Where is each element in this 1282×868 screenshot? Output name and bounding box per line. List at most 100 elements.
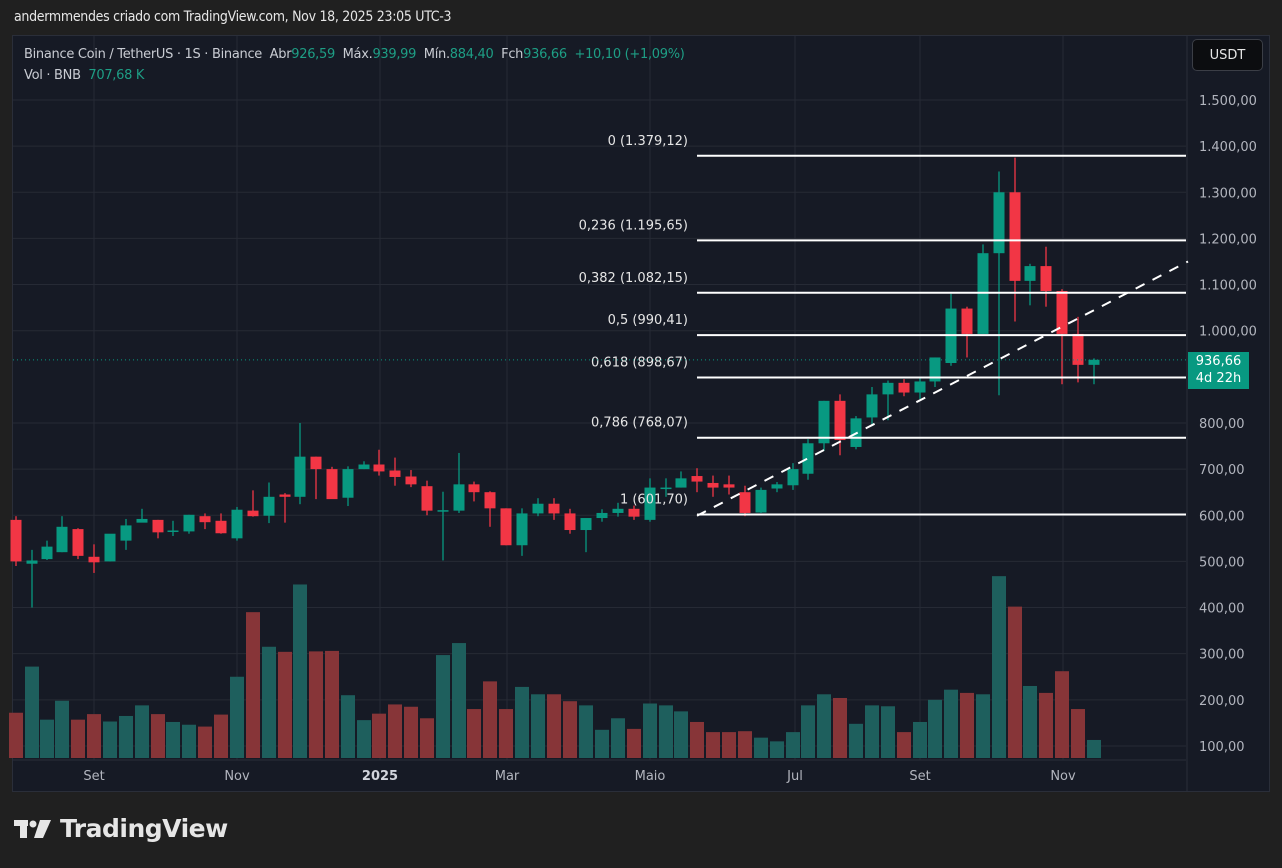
candle[interactable] [500, 508, 512, 546]
candle[interactable] [993, 171, 1005, 396]
trend-line[interactable] [696, 260, 1189, 517]
y-axis-label: 100,00 [1199, 740, 1245, 755]
candle[interactable] [723, 475, 735, 495]
candle[interactable] [247, 490, 259, 517]
volume-bar [833, 697, 847, 758]
candle[interactable] [532, 498, 544, 517]
candle[interactable] [468, 481, 480, 502]
candle[interactable] [26, 549, 38, 608]
candle[interactable] [802, 439, 814, 480]
candle[interactable] [199, 513, 211, 530]
volume-bar [25, 666, 39, 758]
y-axis-label: 300,00 [1199, 648, 1245, 663]
volume-bar [436, 655, 450, 758]
candle[interactable] [644, 478, 656, 522]
candle[interactable] [660, 478, 672, 497]
candle[interactable] [326, 466, 338, 500]
candle[interactable] [215, 513, 227, 534]
candle[interactable] [1072, 316, 1084, 383]
symbol-title[interactable]: Binance Coin / TetherUS · 1S · Binance [24, 47, 262, 62]
candle[interactable] [707, 475, 719, 497]
candle[interactable] [612, 502, 624, 517]
candle[interactable] [516, 508, 528, 556]
candle[interactable] [10, 516, 22, 567]
candle[interactable] [755, 487, 767, 513]
candle[interactable] [437, 491, 449, 561]
candle[interactable] [152, 519, 164, 539]
candle[interactable] [405, 470, 417, 488]
x-axis-label: Nov [224, 769, 250, 784]
volume-bar [119, 715, 133, 758]
candle[interactable] [263, 482, 275, 524]
candle[interactable] [1056, 289, 1068, 385]
candle[interactable] [120, 518, 132, 550]
volume-bar [404, 706, 418, 758]
candle[interactable] [564, 508, 576, 534]
candle[interactable] [739, 485, 751, 517]
volume-bar [1087, 739, 1101, 758]
candle[interactable] [72, 528, 84, 560]
candle[interactable] [183, 514, 195, 534]
candle[interactable] [104, 533, 116, 562]
candle[interactable] [898, 379, 910, 397]
candle[interactable] [596, 509, 608, 522]
close-value: 936,66 [523, 47, 567, 62]
candle[interactable] [771, 482, 783, 493]
chart-area[interactable] [12, 35, 1270, 792]
candle[interactable] [342, 466, 354, 507]
volume-bar [40, 719, 54, 758]
candle[interactable] [1024, 263, 1036, 306]
y-axis-label: 1.500,00 [1199, 94, 1257, 109]
volume-bar [674, 711, 688, 758]
candle[interactable] [866, 386, 878, 427]
candle[interactable] [818, 400, 830, 451]
candle[interactable] [453, 452, 465, 513]
candle[interactable] [279, 493, 291, 523]
candle[interactable] [231, 506, 243, 541]
tradingview-logo-icon [14, 819, 51, 838]
candle[interactable] [691, 468, 703, 493]
candle[interactable] [373, 449, 385, 476]
fib-level-label: 0,382 (1.082,15) [579, 271, 688, 286]
volume-bar [135, 705, 149, 758]
volume-bar [579, 705, 593, 758]
candle[interactable] [56, 516, 68, 553]
candle[interactable] [628, 505, 640, 520]
candle[interactable] [88, 544, 100, 573]
last-price-tag: 936,66 4d 22h [1188, 352, 1249, 389]
volume-bar [499, 709, 513, 758]
volume-bar [770, 741, 784, 758]
currency-button[interactable]: USDT [1192, 39, 1263, 71]
candle[interactable] [484, 491, 496, 527]
candle[interactable] [310, 456, 322, 500]
candle[interactable] [945, 293, 957, 366]
candle[interactable] [1040, 246, 1052, 307]
candle[interactable] [977, 244, 989, 334]
volume-bar [547, 694, 561, 758]
candle[interactable] [675, 471, 687, 488]
candle[interactable] [580, 518, 592, 553]
candle[interactable] [834, 394, 846, 456]
volume-bar [817, 694, 831, 758]
volume-bar [627, 728, 641, 758]
candle[interactable] [961, 306, 973, 358]
candle[interactable] [389, 457, 401, 486]
candle[interactable] [41, 540, 53, 561]
candle[interactable] [1088, 358, 1100, 385]
candle[interactable] [548, 498, 560, 520]
tradingview-logo[interactable]: TradingView [14, 814, 228, 843]
candle[interactable] [167, 520, 179, 537]
candle[interactable] [929, 357, 941, 387]
candle[interactable] [421, 480, 433, 516]
volume-bar [944, 689, 958, 758]
x-axis-label: 2025 [362, 769, 398, 784]
volume-bar [1039, 692, 1053, 758]
last-price: 936,66 [1195, 354, 1242, 369]
candle[interactable] [787, 463, 799, 490]
candle[interactable] [136, 508, 148, 523]
candle[interactable] [882, 380, 894, 421]
candle[interactable] [914, 378, 926, 399]
candle[interactable] [294, 422, 306, 505]
candle[interactable] [358, 461, 370, 470]
